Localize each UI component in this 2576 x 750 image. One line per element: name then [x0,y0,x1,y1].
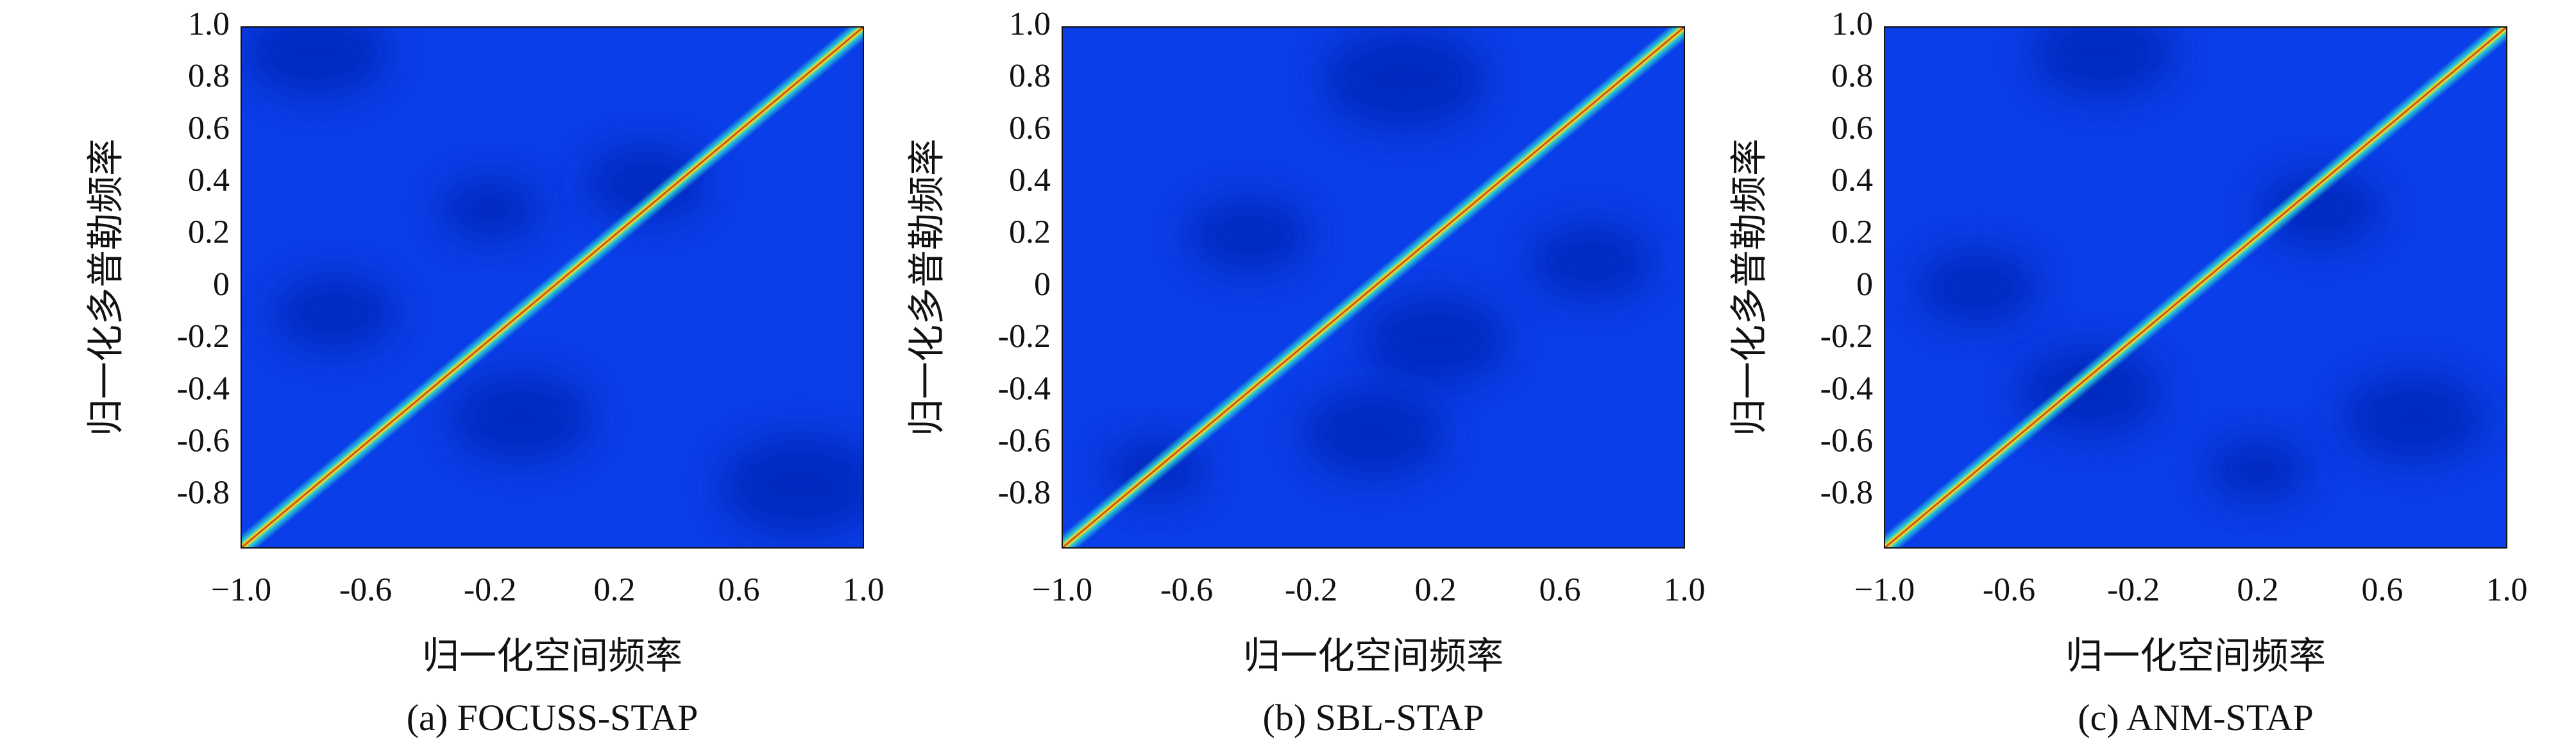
y-tick-label: 0.4 [188,162,230,199]
x-axis-label: 归一化空间频率 [422,635,682,677]
x-tick-label: 0.2 [2237,572,2279,608]
heatmap-blob [244,27,388,98]
y-tick-label: 0.8 [188,58,230,94]
clutter-ridge [241,27,863,548]
x-tick-label: 1.0 [843,572,885,608]
heatmap-blob [2030,27,2174,98]
x-tick-label: 0.6 [1539,572,1581,608]
panel-caption: (a) FOCUSS-STAP [407,697,699,738]
y-tick-label: 0.2 [1009,214,1051,251]
y-tick-label: 0.6 [1831,110,1873,146]
heatmap-blob [1529,223,1653,300]
heatmap-texture [241,27,863,548]
y-tick-label: -0.8 [1820,475,1873,511]
heatmap-texture [1062,27,1684,548]
x-tick-label: 1.0 [1664,572,1706,608]
x-tick-label: 0.6 [2362,572,2403,608]
x-axis-label: 归一化空间频率 [2065,635,2326,677]
x-tick-label: -0.6 [339,572,392,608]
x-tick-label: -0.6 [1983,572,2035,608]
y-tick-label: 0.8 [1009,58,1051,94]
x-tick-label: −1.0 [1854,572,1915,608]
y-tick-label: 0.4 [1831,162,1873,199]
x-tick-label: 0.2 [1415,572,1457,608]
heatmap-blob [1916,249,2040,326]
plot-frame [241,26,864,549]
heatmap-blob [1187,196,1310,274]
y-tick-label: -0.4 [177,370,230,407]
plot-frame [1884,26,2507,549]
y-tick-label: -0.4 [1820,370,1873,407]
y-tick-label: -0.6 [1820,423,1873,459]
panel-1: 1.0 0.8 0.6 0.4 0.2 0 -0.2 -0.4 -0.6 -0.8 −1.0 -0.6… [85,6,884,738]
heatmap-blob [2207,438,2309,502]
x-tick-label: 1.0 [2486,572,2528,608]
plot-frame [1062,26,1685,549]
panel-caption: (b) SBL-STAP [1263,697,1484,738]
y-tick-label: 0.6 [188,110,230,146]
y-tick-label: -0.2 [998,318,1051,355]
heatmap-blob [719,434,863,537]
x-tick-label: -0.2 [464,572,516,608]
clutter-ridge [1885,27,2507,548]
y-axis-label: 归一化多普勒频率 [85,139,126,436]
heatmap-blob [273,275,396,352]
heatmap-blob [449,373,593,463]
y-tick-label: 0 [1856,266,1873,303]
heatmap-blob [2341,373,2486,463]
heatmap-blob [2258,171,2382,248]
y-tick-label: -0.8 [998,475,1051,511]
y-tick-label: 0 [1034,266,1051,303]
heatmap-blob [1322,28,1487,131]
y-tick-label: -0.2 [177,318,230,355]
x-tick-label: -0.2 [2107,572,2160,608]
heatmap-blob [1301,388,1445,479]
y-tick-label: 0.6 [1009,110,1051,146]
y-axis-label: 归一化多普勒频率 [1728,139,1770,436]
panel-3: 1.0 0.8 0.6 0.4 0.2 0 -0.2 -0.4 -0.6 -0.8 −1.0 -0.6… [1728,6,2527,738]
x-tick-label: 0.2 [594,572,636,608]
panel-2: 1.0 0.8 0.6 0.4 0.2 0 -0.2 -0.4 -0.6 -0.8 −1.0 -0.6… [906,6,1705,738]
y-tick-label: -0.4 [998,370,1051,407]
x-tick-label: −1.0 [1032,572,1092,608]
y-tick-label: -0.2 [1820,318,1873,355]
panel-caption: (c) ANM-STAP [2078,697,2314,738]
y-tick-label: 1.0 [188,6,230,42]
heatmap-blob [584,144,708,222]
y-tick-label: 1.0 [1831,6,1873,42]
x-tick-label: −1.0 [211,572,271,608]
y-tick-label: 0 [213,266,230,303]
y-tick-label: 0.2 [188,214,230,251]
clutter-ridge [1062,27,1684,548]
x-axis-label: 归一化空间频率 [1243,635,1504,677]
y-tick-label: -0.6 [177,423,230,459]
y-tick-label: 1.0 [1009,6,1051,42]
y-axis-label: 归一化多普勒频率 [906,139,947,436]
x-tick-label: 0.6 [718,572,760,608]
y-tick-label: 0.8 [1831,58,1873,94]
x-tick-label: -0.6 [1160,572,1213,608]
heatmap-blob [439,177,541,242]
y-tick-label: -0.8 [177,475,230,511]
x-tick-label: -0.2 [1285,572,1337,608]
y-tick-label: -0.6 [998,423,1051,459]
heatmap-blob [1364,294,1507,385]
y-tick-label: 0.4 [1009,162,1051,199]
y-tick-label: 0.2 [1831,214,1873,251]
heatmap-texture [1885,27,2507,548]
